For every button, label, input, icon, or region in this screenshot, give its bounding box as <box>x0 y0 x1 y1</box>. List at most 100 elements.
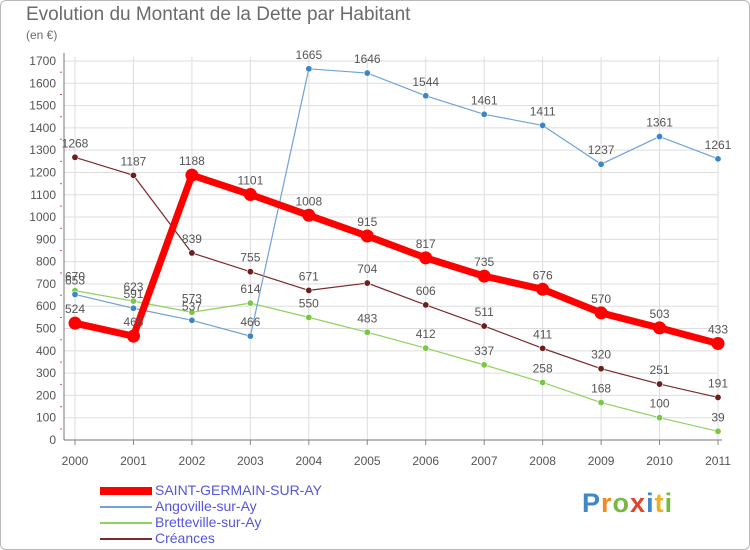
data-label: 1261 <box>705 138 732 152</box>
data-point <box>539 378 547 386</box>
data-label: 39 <box>711 410 725 424</box>
data-point <box>246 332 254 340</box>
data-point <box>711 336 725 350</box>
legend-label: Angoville-sur-Ay <box>155 498 257 514</box>
x-tick-label: 2003 <box>237 454 264 468</box>
x-tick-label: 2005 <box>354 454 381 468</box>
data-label: 1411 <box>530 104 556 118</box>
y-tick-label: 0 <box>49 433 56 447</box>
y-tick-label: 900 <box>36 232 56 246</box>
data-point <box>246 299 254 307</box>
x-tick-label: 2007 <box>471 454 498 468</box>
data-label: 839 <box>182 232 202 246</box>
data-point <box>188 316 196 324</box>
data-point <box>536 282 550 296</box>
data-label: 466 <box>240 315 260 329</box>
data-point <box>477 269 491 283</box>
data-point <box>129 297 137 305</box>
data-label: 735 <box>474 255 494 269</box>
data-point <box>305 313 313 321</box>
x-tick-label: 2006 <box>412 454 439 468</box>
x-tick-label: 2010 <box>646 454 673 468</box>
data-label: 591 <box>123 287 143 301</box>
data-point <box>653 321 667 335</box>
x-tick-label: 2002 <box>179 454 206 468</box>
data-label: 670 <box>65 270 85 284</box>
data-point <box>714 155 722 163</box>
data-label: 817 <box>416 237 436 251</box>
data-label: 483 <box>357 311 377 325</box>
y-tick-label: 500 <box>36 322 56 336</box>
data-point <box>126 329 140 343</box>
data-label: 524 <box>65 302 85 316</box>
y-tick-label: 600 <box>36 299 56 313</box>
data-label: 1187 <box>121 154 147 168</box>
y-tick-label: 1700 <box>29 54 56 68</box>
data-label: 1646 <box>354 52 381 66</box>
data-point <box>656 380 664 388</box>
data-label: 191 <box>708 376 728 390</box>
data-point <box>539 121 547 129</box>
proxiti-logo: Proxiti <box>582 488 674 518</box>
y-tick-label: 1600 <box>29 76 56 90</box>
data-point <box>597 365 605 373</box>
data-point <box>305 286 313 294</box>
data-point <box>597 399 605 407</box>
x-tick-label: 2001 <box>120 454 147 468</box>
data-label: 168 <box>591 382 611 396</box>
legend-swatch <box>100 522 152 524</box>
data-point <box>656 133 664 141</box>
data-point <box>363 279 371 287</box>
data-label: 653 <box>65 273 85 287</box>
data-point <box>243 188 257 202</box>
data-label: 704 <box>357 262 377 276</box>
data-point <box>422 92 430 100</box>
y-tick-label: 400 <box>36 344 56 358</box>
data-point <box>363 328 371 336</box>
data-point <box>422 344 430 352</box>
legend-label: SAINT-GERMAIN-SUR-AY <box>155 482 322 498</box>
x-tick-label: 2011 <box>705 454 731 468</box>
data-point <box>188 308 196 316</box>
legend-swatch <box>100 487 152 495</box>
data-label: 623 <box>123 280 143 294</box>
data-label: 1544 <box>412 75 439 89</box>
data-label: 258 <box>533 361 553 375</box>
legend-swatch <box>100 506 152 508</box>
data-label: 1268 <box>62 136 89 150</box>
y-tick-label: 700 <box>36 277 56 291</box>
data-point <box>422 301 430 309</box>
data-label: 1008 <box>295 194 322 208</box>
chart-unit: (en €) <box>26 28 58 42</box>
data-point <box>597 160 605 168</box>
series-line <box>74 68 719 337</box>
y-tick-label: 200 <box>36 388 56 402</box>
data-label: 671 <box>299 269 319 283</box>
data-label: 573 <box>182 291 202 305</box>
data-label: 511 <box>475 305 494 319</box>
data-label: 251 <box>650 363 670 377</box>
data-label: 503 <box>650 307 670 321</box>
data-point <box>480 361 488 369</box>
data-point <box>188 249 196 257</box>
y-tick-label: 1000 <box>29 210 56 224</box>
data-point <box>714 427 722 435</box>
data-point <box>363 69 371 77</box>
data-point <box>129 171 137 179</box>
data-point <box>480 322 488 330</box>
data-point <box>305 65 313 73</box>
data-point <box>129 304 137 312</box>
y-tick-label: 1100 <box>30 188 56 202</box>
data-point <box>656 414 664 422</box>
data-label: 433 <box>708 322 728 336</box>
data-label: 100 <box>650 397 670 411</box>
series-line <box>71 171 722 347</box>
series-line <box>74 156 719 399</box>
data-label: 1237 <box>588 143 615 157</box>
data-point <box>185 168 199 182</box>
legend-label: Bretteville-sur-Ay <box>155 514 262 530</box>
data-label: 1361 <box>646 116 673 130</box>
y-tick-label: 1300 <box>29 143 56 157</box>
data-point <box>71 153 79 161</box>
data-label: 755 <box>240 251 260 265</box>
